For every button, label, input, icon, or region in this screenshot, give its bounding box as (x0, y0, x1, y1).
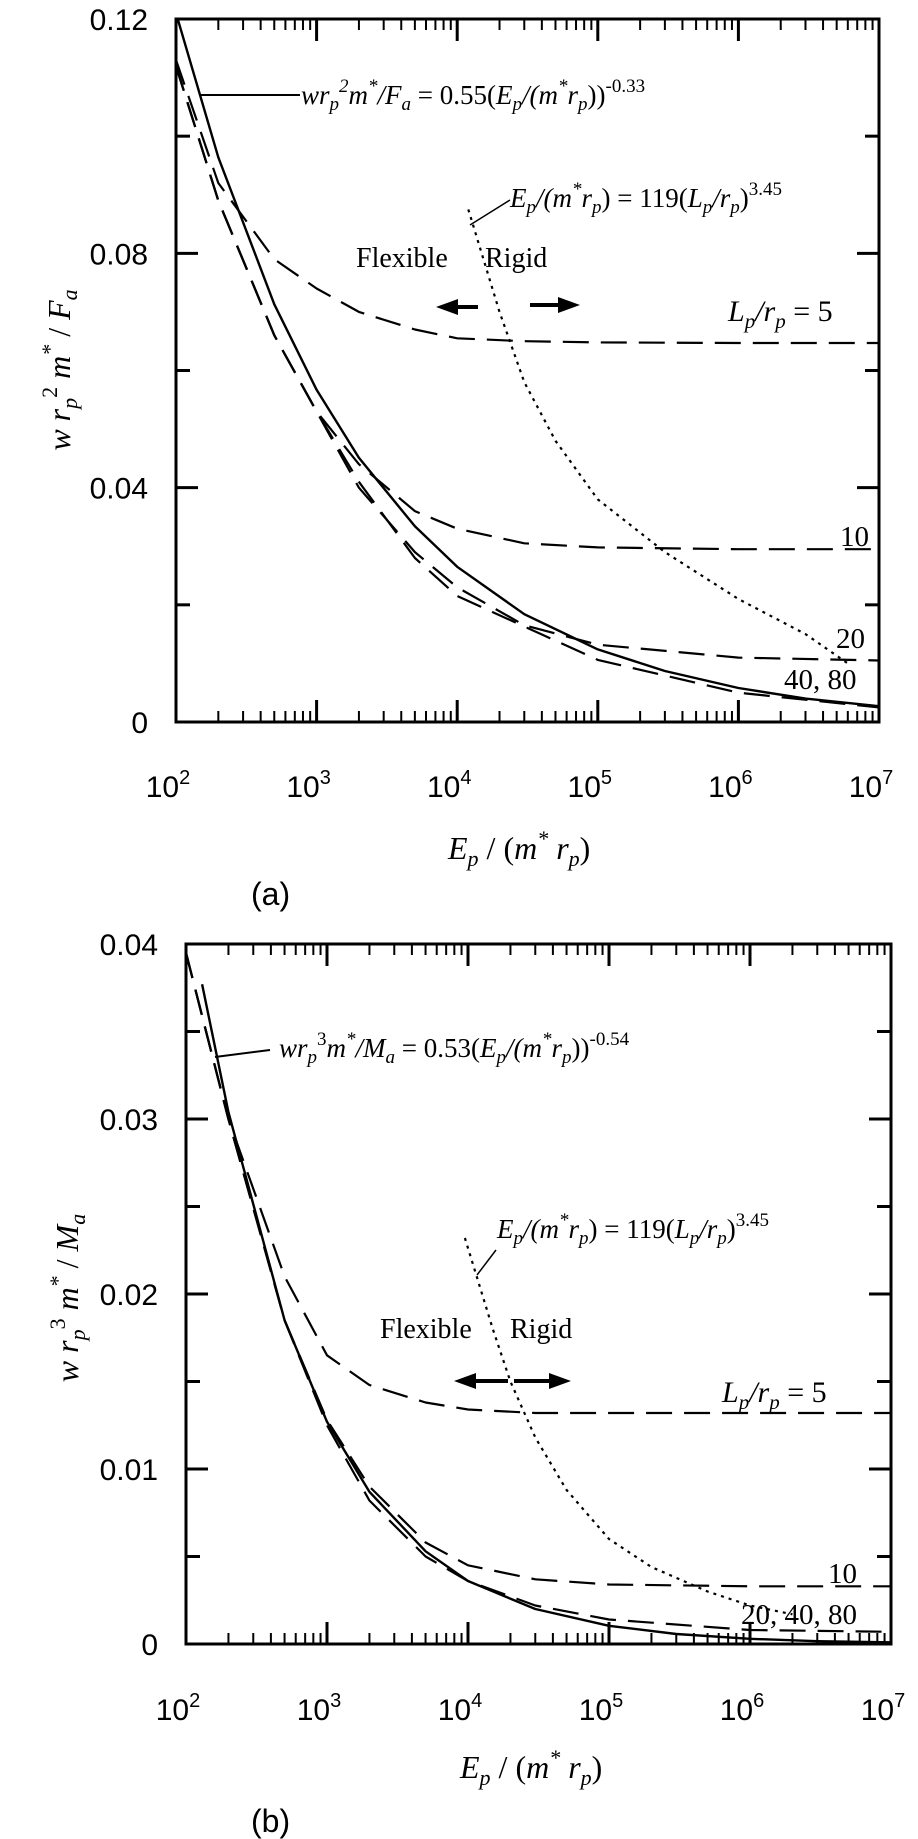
series-label-10-b: 10 (828, 1558, 857, 1590)
series-label-20-40-80-b: 20, 40, 80 (741, 1599, 857, 1631)
series-line-40-80 (176, 65, 879, 709)
rigid-arrow-a (530, 297, 580, 313)
y-tick-label: 0 (141, 1629, 158, 1662)
x-tick-label: 105 (579, 1690, 624, 1727)
x-tick-label: 102 (146, 767, 191, 804)
boundary-label-a: Ep/(m*rp) = 119(Lp/rp)3.45 (509, 179, 782, 218)
y-tick-labels-a: 0 0.04 0.08 0.12 (90, 4, 148, 740)
y-axis-title-a: w rp2 m* / Fa (37, 289, 82, 450)
x-tick-label: 103 (286, 767, 331, 804)
series-label-10-a: 10 (840, 521, 869, 553)
x-axis-title-a: Ep / (m* rp) (447, 826, 590, 871)
series-line-fit (200, 984, 891, 1644)
y-tick-label: 0 (131, 707, 148, 740)
panel-label-b: (b) (251, 1803, 290, 1839)
x-tick-label: 105 (568, 767, 613, 804)
chart-panel-a: 0 0.04 0.08 0.12 102 103 104 105 106 107 wrp2m*/… (37, 4, 893, 912)
y-tick-label: 0.01 (100, 1454, 158, 1487)
x-axis-title-b: Ep / (m* rp) (459, 1745, 602, 1790)
boundary-leader-line-b (476, 1249, 497, 1276)
x-tick-label: 102 (156, 1690, 201, 1727)
tick-marks-b (186, 942, 891, 1646)
x-tick-label: 104 (438, 1690, 483, 1727)
fit-label-b: wrp3m*/Ma = 0.53(Ep/(m*rp))-0.54 (279, 1029, 630, 1068)
flexible-arrow-a (436, 299, 478, 315)
series-line-l-p-r-p-5 (186, 952, 891, 1415)
y-tick-labels-b: 0 0.01 0.02 0.03 0.04 (100, 929, 158, 1662)
series-line-20 (176, 65, 879, 662)
x-tick-label: 107 (861, 1690, 906, 1727)
tick-marks-a (176, 17, 879, 724)
series-label-20-a: 20 (836, 623, 865, 655)
rigid-label-b: Rigid (510, 1314, 572, 1345)
x-tick-label: 106 (708, 767, 753, 804)
chart-panel-b: 0 0.01 0.02 0.03 0.04 102 103 104 105 106 107 wrp… (45, 929, 905, 1839)
y-tick-label: 0.04 (90, 473, 148, 506)
x-tick-labels-a: 102 103 104 105 106 107 (146, 767, 894, 804)
x-tick-label: 103 (297, 1690, 342, 1727)
series-line-fit (176, 19, 879, 708)
series-label-40-80-a: 40, 80 (784, 664, 857, 696)
x-tick-label: 106 (720, 1690, 765, 1727)
series-line-boundary (467, 209, 849, 665)
x-tick-labels-b: 102 103 104 105 106 107 (156, 1690, 906, 1727)
boundary-leader-line-a (469, 199, 511, 226)
y-tick-label: 0.03 (100, 1104, 158, 1137)
x-tick-label: 104 (427, 767, 472, 804)
series-line-boundary (463, 1237, 793, 1616)
rigid-label-a: Rigid (485, 243, 547, 274)
fit-leader-line-b (214, 1049, 271, 1058)
flexible-arrow-b (454, 1373, 508, 1389)
y-tick-label: 0.02 (100, 1279, 158, 1312)
series-label-5-a: Lp/rp = 5 (727, 295, 833, 333)
series-group-a (176, 19, 879, 709)
panel-label-a: (a) (251, 876, 290, 912)
series-group-b (186, 952, 891, 1644)
y-tick-label: 0.12 (90, 4, 148, 37)
y-axis-title-b: w rp3 m* / Ma (45, 1214, 90, 1382)
series-line-l-p-r-p-5 (176, 59, 879, 345)
x-tick-label: 107 (849, 767, 894, 804)
y-tick-label: 0.04 (100, 929, 158, 962)
y-tick-label: 0.08 (90, 238, 148, 271)
flexible-label-b: Flexible (380, 1314, 472, 1345)
flexible-label-a: Flexible (356, 243, 448, 274)
boundary-label-b: Ep/(m*rp) = 119(Lp/rp)3.45 (496, 1210, 769, 1249)
fit-label-a: wrp2m*/Fa = 0.55(Ep/(m*rp))-0.33 (301, 76, 645, 115)
series-label-5-b: Lp/rp = 5 (721, 1376, 827, 1414)
rigid-arrow-b (514, 1373, 571, 1389)
